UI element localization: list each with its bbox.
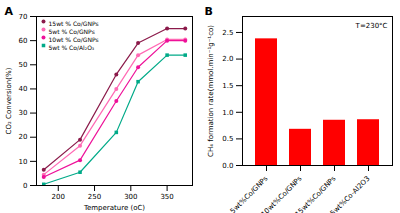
svg-text:10wt%Co/GNPs: 10wt%Co/GNPs [260,174,304,213]
svg-text:250: 250 [88,193,101,201]
svg-text:0.5: 0.5 [222,135,233,143]
svg-text:200: 200 [52,193,65,201]
svg-text:5wt%Co-Al2O3: 5wt%Co-Al2O3 [329,175,372,213]
svg-text:0: 0 [23,182,27,190]
svg-text:2.0: 2.0 [222,55,233,63]
svg-text:5wt % Co/GNPs: 5wt % Co/GNPs [49,28,95,35]
svg-text:0.0: 0.0 [222,162,233,170]
svg-text:10wt % Co/GNPs: 10wt % Co/GNPs [49,36,99,43]
svg-text:60: 60 [19,37,28,45]
svg-text:30: 30 [19,109,28,117]
svg-text:5wt%Co/GNPs: 5wt%Co/GNPs [229,174,270,213]
svg-text:T=230°C: T=230°C [355,22,388,30]
svg-text:15wt % Co/GNPs: 15wt % Co/GNPs [49,20,99,27]
svg-text:1.5: 1.5 [222,82,233,90]
svg-text:A: A [5,5,14,18]
svg-text:40: 40 [19,85,28,93]
svg-text:Temperature (oC): Temperature (oC) [83,204,145,212]
svg-text:50: 50 [19,61,28,69]
svg-text:5wt % Co/Al₂O₃: 5wt % Co/Al₂O₃ [49,44,95,51]
svg-text:1.0: 1.0 [222,109,233,117]
svg-text:20: 20 [19,133,28,141]
svg-text:15wt%Co/GNPs: 15wt%Co/GNPs [294,174,338,213]
svg-text:10: 10 [19,158,28,166]
svg-text:CO₂ Conversion(%): CO₂ Conversion(%) [5,67,13,134]
svg-text:2.5: 2.5 [222,29,233,37]
svg-text:70: 70 [19,13,28,21]
svg-text:B: B [205,5,213,18]
svg-text:350: 350 [160,193,173,201]
svg-text:CH₄ formation rate(mmol.min⁻¹g: CH₄ formation rate(mmol.min⁻¹g⁻¹co) [207,25,215,157]
svg-text:300: 300 [124,193,137,201]
